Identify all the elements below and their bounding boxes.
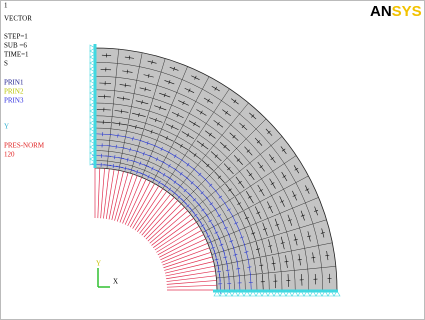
step-info: SUB =6 [4,42,27,50]
pressure-label: PRES-NORM [4,142,45,150]
pressure-value: 120 [4,151,15,159]
step-info: STEP=1 [4,33,28,41]
triad-y-label: Y [96,260,101,268]
logo: ANSYS [370,3,422,20]
vector-item: PRIN2 [4,88,24,96]
window-number: 1 [4,2,8,10]
vector-item: PRIN1 [4,79,24,87]
step-info: TIME=1 [4,51,29,59]
vector-item: PRIN3 [4,97,24,105]
symbol-label: Y [4,123,9,131]
step-info: S [4,60,8,68]
triad-x-label: X [113,278,118,286]
ansys-window: 1 VECTOR STEP=1 SUB =6 TIME=1 S PRIN1 PR… [0,0,425,320]
plot-type: VECTOR [4,15,32,23]
logo-left: AN [370,3,392,20]
logo-right: SYS [392,3,422,20]
